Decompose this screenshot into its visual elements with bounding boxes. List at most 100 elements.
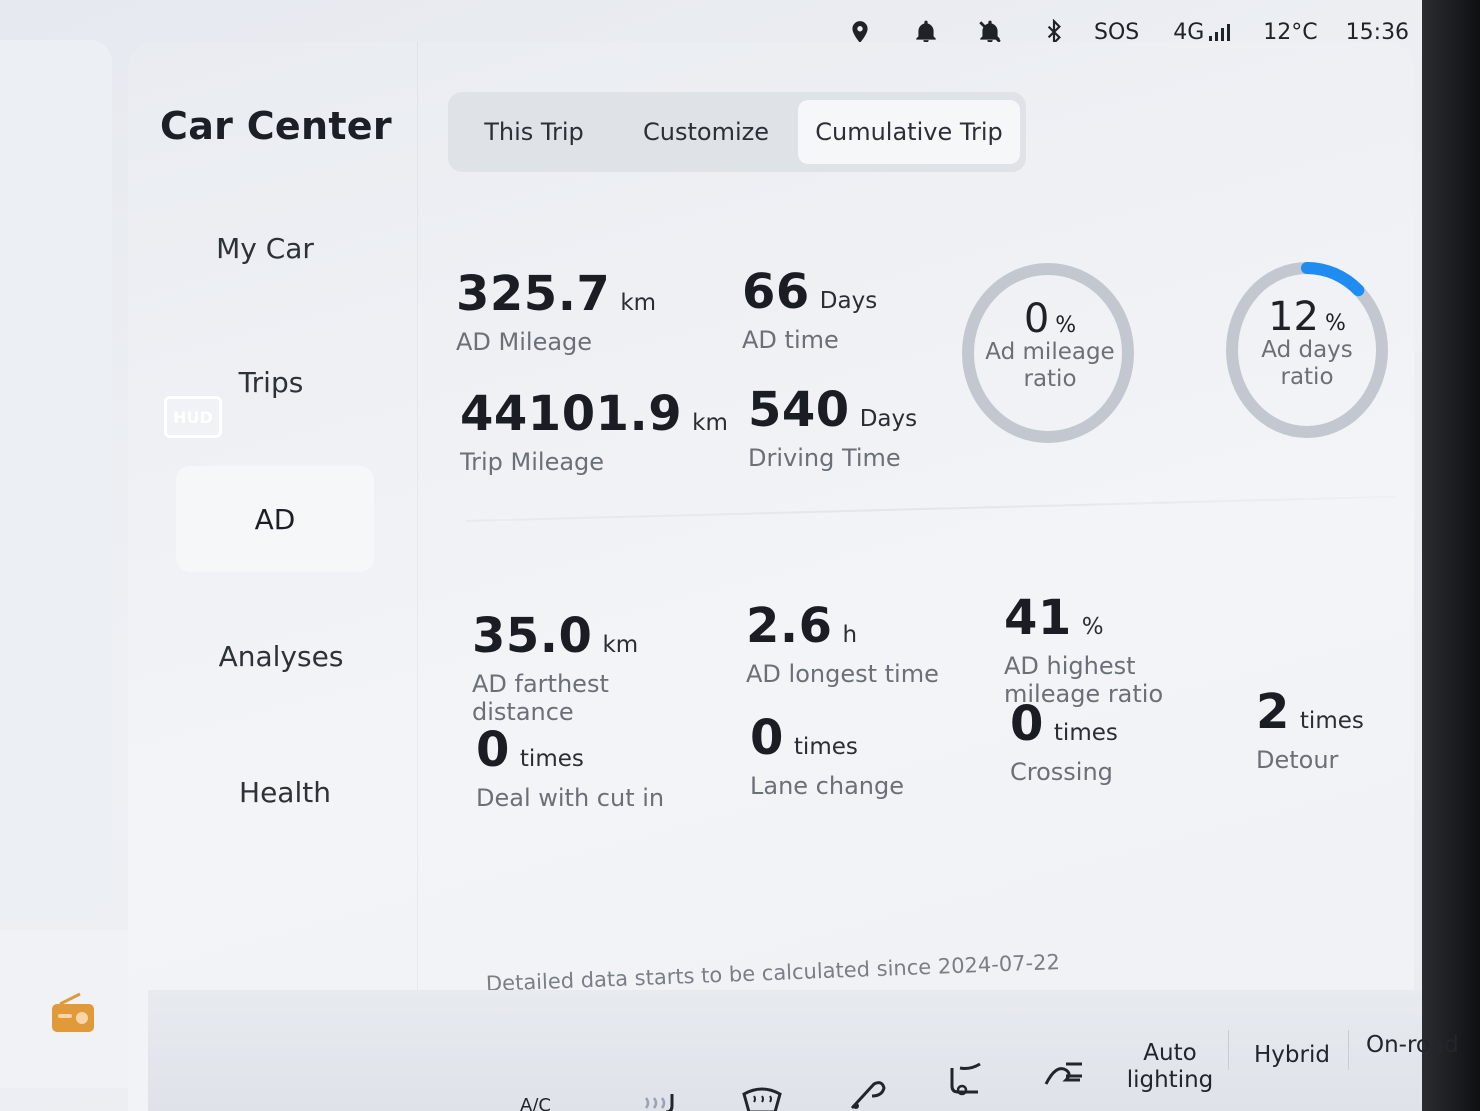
tab-this-trip[interactable]: This Trip (484, 118, 584, 146)
sidebar-item-analyses[interactable]: Analyses (218, 640, 344, 673)
stat-ad-farthest: 35.0 km AD farthest distance (472, 608, 638, 726)
location-icon[interactable] (840, 19, 880, 45)
stat-lane-change: 0 times Lane change (750, 710, 904, 800)
stat-ad-mileage: 325.7 km AD Mileage (456, 266, 656, 356)
ad-mileage-ratio-unit: % (1055, 313, 1077, 338)
ad-days-ratio-label-1: Ad days (1261, 337, 1353, 363)
stat-cut-in: 0 times Deal with cut in (476, 722, 664, 812)
ad-days-ratio-label-2: ratio (1280, 364, 1334, 390)
ad-mileage-ratio-text: 0% Ad mileage ratio (970, 299, 1130, 393)
cut-in-unit: times (519, 746, 584, 772)
highest-ratio-unit: % (1081, 614, 1104, 640)
highest-ratio-value: 41 (1004, 590, 1072, 646)
farthest-value: 35.0 (472, 608, 593, 664)
ad-days-ratio-ring (1226, 262, 1388, 438)
bluetooth-icon[interactable] (1034, 19, 1074, 45)
tab-cumulative-trip[interactable]: Cumulative Trip (798, 100, 1020, 164)
screen-bezel (1422, 0, 1480, 1111)
left-dock (0, 40, 112, 920)
bottom-separator (1228, 1030, 1229, 1070)
farthest-unit: km (602, 632, 639, 658)
seat-heat-icon[interactable] (638, 1086, 682, 1111)
auto-lighting-label-2: lighting (1126, 1067, 1214, 1093)
crossing-label: Crossing (1010, 758, 1113, 786)
bell-icon[interactable] (906, 19, 946, 45)
ad-time-value: 66 (742, 264, 810, 320)
seat-adjust-icon[interactable] (944, 1060, 988, 1100)
driving-time-unit: Days (859, 406, 918, 432)
network-indicator: 4G (1173, 20, 1233, 45)
lane-change-unit: times (793, 734, 858, 760)
stat-driving-time: 540 Days Driving Time (748, 382, 917, 472)
ad-mileage-value: 325.7 (456, 266, 611, 322)
sos-button[interactable]: SOS (1094, 19, 1140, 45)
bottom-separator (1348, 1030, 1349, 1070)
stat-crossing: 0 times Crossing (1010, 696, 1118, 786)
tab-customize[interactable]: Customize (643, 118, 769, 146)
crossing-value: 0 (1010, 696, 1044, 752)
farthest-label-2: distance (472, 698, 574, 726)
sidebar-item-trips[interactable]: Trips (238, 366, 304, 399)
sidebar (128, 42, 418, 1042)
detour-label: Detour (1256, 746, 1339, 774)
farthest-label-1: AD farthest (472, 670, 609, 698)
lane-change-label: Lane change (750, 772, 905, 800)
ad-mileage-ratio-label-2: ratio (1023, 366, 1077, 392)
stat-detour: 2 times Detour (1256, 684, 1364, 774)
status-bar: SOS 4G 12°C 15:36 (840, 10, 1410, 54)
auto-lighting-label-1: Auto (1143, 1040, 1197, 1066)
ac-button[interactable]: A/C (520, 1092, 551, 1111)
main-panel (128, 42, 1414, 1111)
highest-ratio-label-2: mileage ratio (1004, 680, 1164, 708)
longest-value: 2.6 (746, 598, 833, 654)
stat-ad-time: 66 Days AD time (742, 264, 877, 354)
mute-icon[interactable] (970, 19, 1010, 45)
stat-ad-highest-ratio: 41% AD highest mileage ratio (1004, 590, 1163, 708)
sidebar-item-my-car[interactable]: My Car (216, 232, 314, 265)
detour-value: 2 (1256, 684, 1290, 740)
page-title: Car Center (160, 104, 392, 148)
trip-tabs: This Trip Customize Cumulative Trip (448, 92, 1026, 172)
on-road-button[interactable]: On-road (1366, 1032, 1459, 1058)
cut-in-label: Deal with cut in (476, 784, 665, 812)
longest-unit: h (842, 622, 858, 648)
ad-days-ratio-value: 12 (1268, 294, 1319, 340)
trip-mileage-value: 44101.9 (460, 386, 683, 442)
ad-days-ratio-unit: % (1325, 311, 1346, 336)
signal-icon (1209, 24, 1231, 41)
hybrid-button[interactable]: Hybrid (1254, 1042, 1330, 1068)
cut-in-value: 0 (476, 722, 510, 778)
detour-unit: times (1299, 708, 1364, 734)
longest-label: AD longest time (746, 660, 939, 688)
front-defrost-icon[interactable] (740, 1080, 784, 1111)
bottom-control-bar (148, 990, 1422, 1111)
sidebar-item-ad[interactable]: AD (254, 503, 296, 536)
ad-mileage-label: AD Mileage (456, 328, 593, 356)
ad-mileage-ratio-ring (962, 263, 1134, 443)
stat-ad-longest: 2.6 h AD longest time (746, 598, 939, 688)
stat-trip-mileage: 44101.9 km Trip Mileage (460, 386, 728, 476)
hud-badge[interactable]: HUD (164, 396, 222, 438)
trip-mileage-label: Trip Mileage (460, 448, 605, 476)
wiper-icon[interactable] (846, 1072, 890, 1111)
ad-time-unit: Days (819, 288, 878, 314)
sidebar-item-health[interactable]: Health (239, 776, 331, 809)
ad-days-ratio-text: 12% Ad days ratio (1232, 297, 1382, 391)
driving-time-value: 540 (748, 382, 850, 438)
ac-label: A/C (520, 1095, 551, 1111)
driving-time-label: Driving Time (748, 444, 901, 472)
highest-ratio-label-1: AD highest (1004, 652, 1136, 680)
ad-days-ratio-progress (1301, 262, 1365, 297)
crossing-unit: times (1053, 720, 1118, 746)
lane-change-value: 0 (750, 710, 784, 766)
clock: 15:36 (1345, 19, 1410, 45)
temperature: 12°C (1263, 19, 1318, 45)
network-label: 4G (1173, 19, 1205, 45)
steering-heat-icon[interactable] (1042, 1054, 1086, 1094)
ad-mileage-ratio-value: 0 (1023, 296, 1050, 342)
trip-mileage-unit: km (692, 410, 728, 436)
ad-time-label: AD time (742, 326, 839, 354)
auto-lighting-button[interactable]: Auto lighting (1126, 1040, 1214, 1094)
radio-icon[interactable] (50, 992, 96, 1034)
ad-mileage-unit: km (620, 290, 657, 316)
